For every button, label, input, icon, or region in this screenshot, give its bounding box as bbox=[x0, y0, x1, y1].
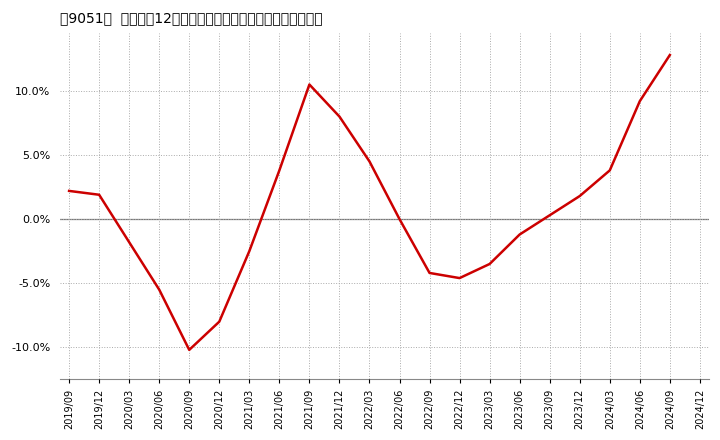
Text: ［9051］  売上高の12か月移動合計の対前年同期増減率の推移: ［9051］ 売上高の12か月移動合計の対前年同期増減率の推移 bbox=[60, 11, 323, 25]
